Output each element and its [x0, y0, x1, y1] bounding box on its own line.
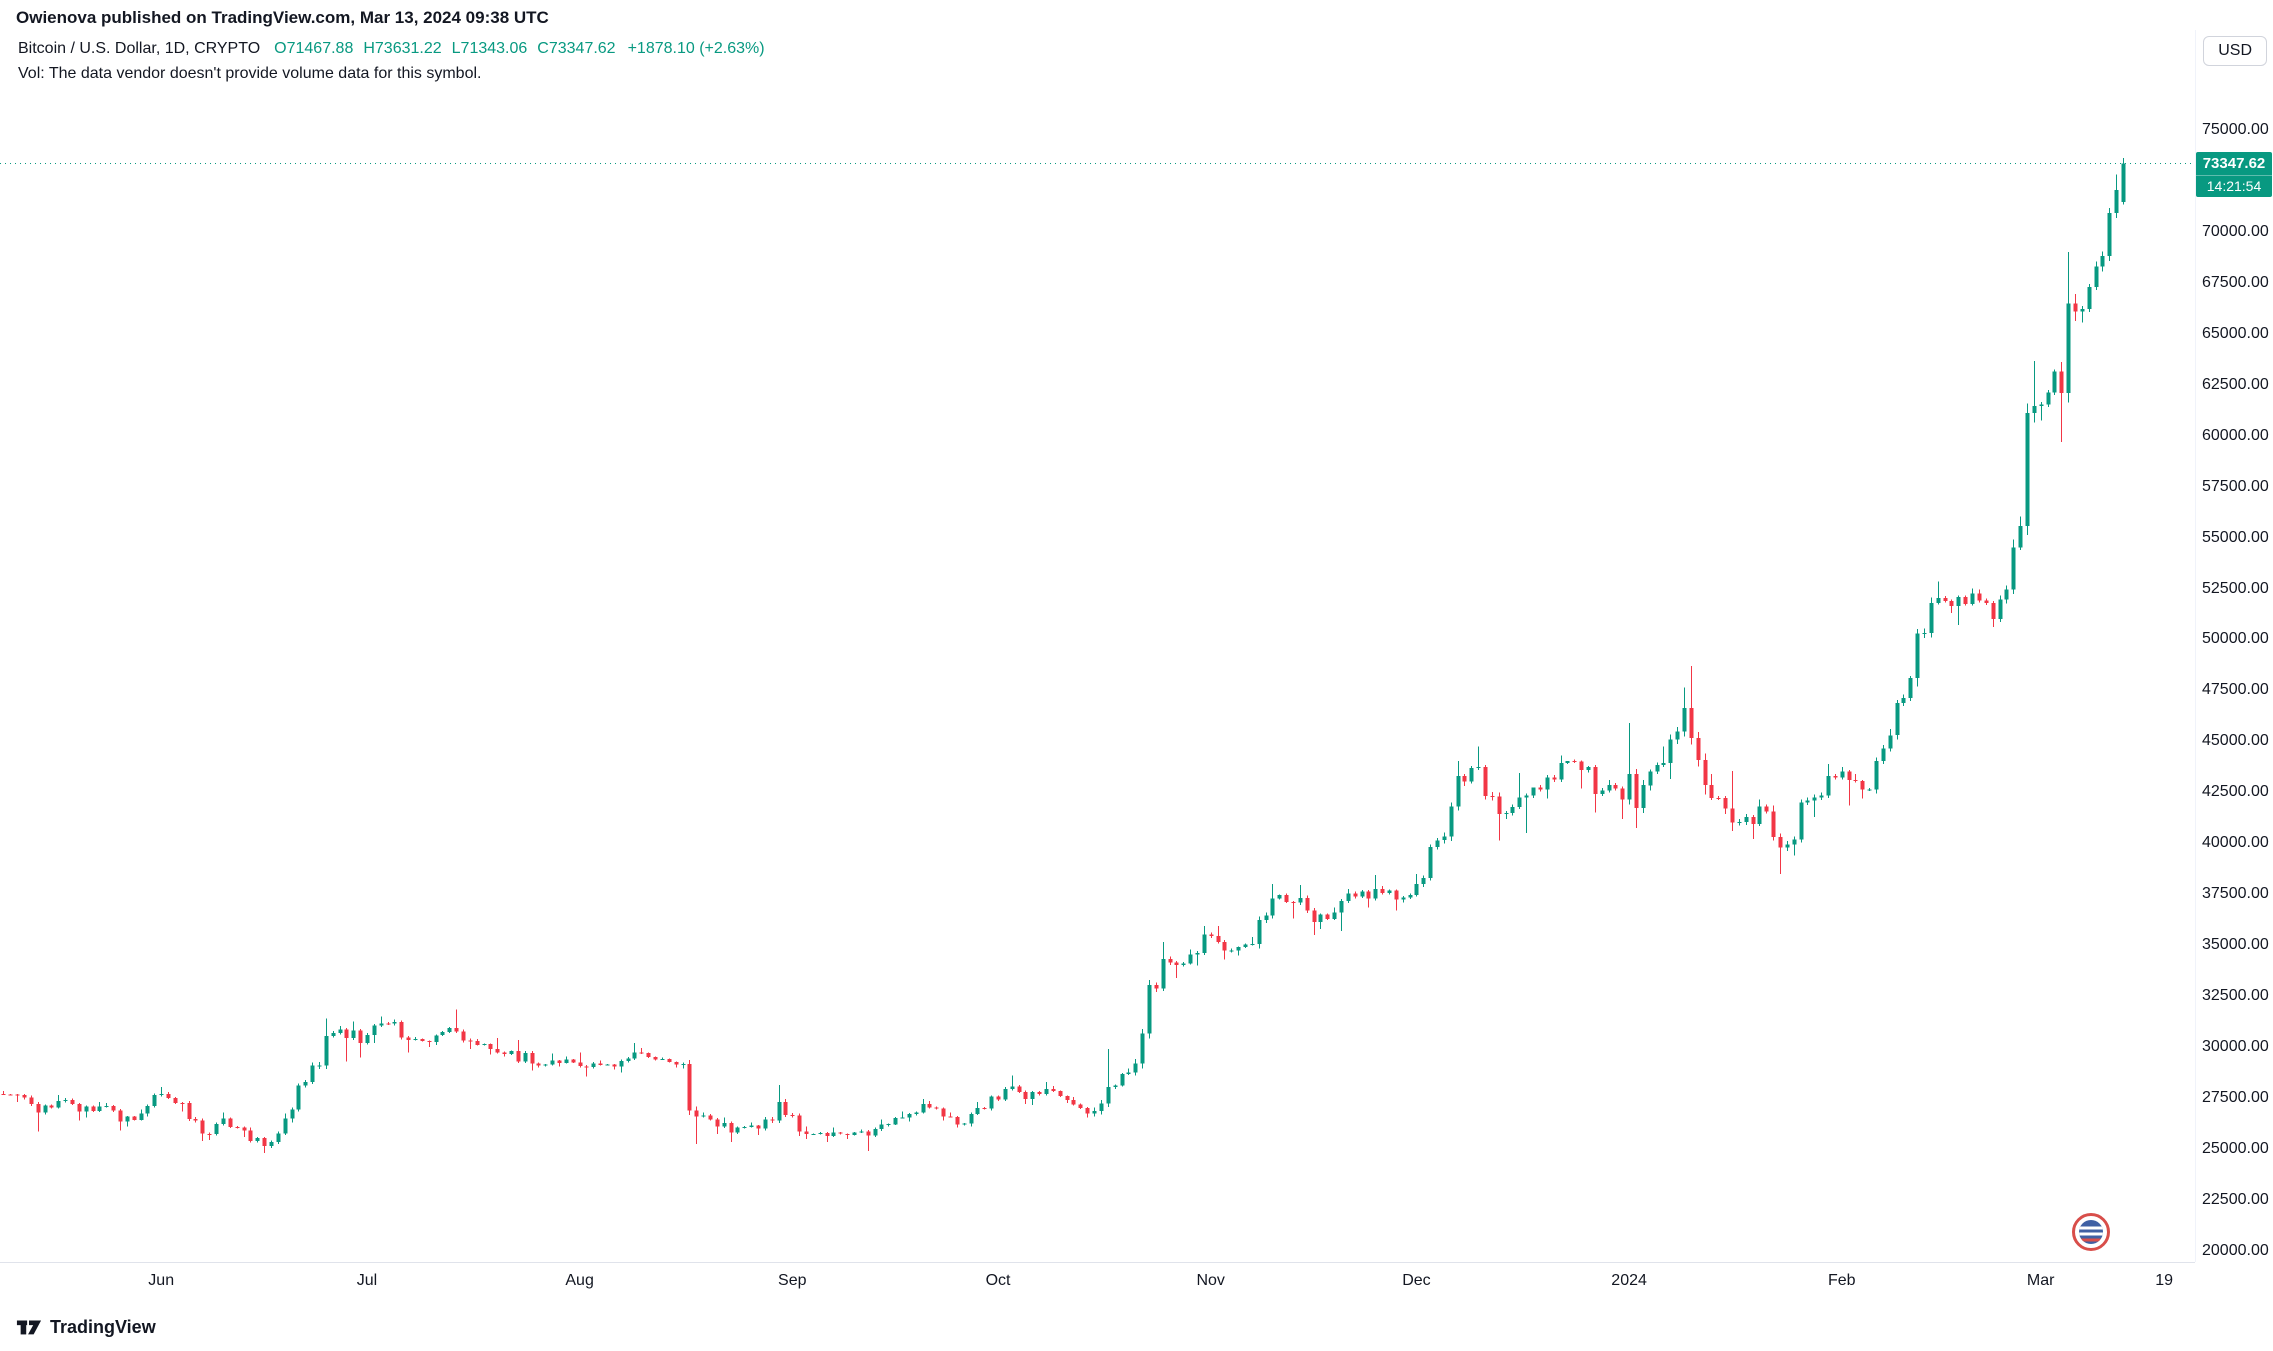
price-axis-label: 70000.00: [2202, 222, 2269, 240]
price-axis-label: 62500.00: [2202, 375, 2269, 393]
price-axis-label: 52500.00: [2202, 579, 2269, 597]
price-axis-label: 22500.00: [2202, 1191, 2269, 1209]
volume-note: Vol: The data vendor doesn't provide vol…: [18, 65, 482, 82]
low-label: L: [451, 40, 461, 57]
last-price-value: 73347.62: [2202, 154, 2266, 172]
price-axis-label: 42500.00: [2202, 783, 2269, 801]
price-axis-label: 60000.00: [2202, 426, 2269, 444]
low-number: 71343.06: [460, 40, 528, 57]
high-number: 73631.22: [374, 40, 442, 57]
open-label: O: [274, 40, 287, 57]
price-axis-label: 45000.00: [2202, 732, 2269, 750]
candlestick-plot[interactable]: Bitcoin / U.S. Dollar, 1D, CRYPTO O71467…: [0, 30, 2195, 1262]
currency-toggle-button[interactable]: USD: [2203, 36, 2267, 66]
close-label: C: [537, 40, 549, 57]
price-axis-label: 25000.00: [2202, 1140, 2269, 1158]
time-axis-label: Dec: [1402, 1272, 1431, 1289]
symbol-title[interactable]: Bitcoin / U.S. Dollar, 1D, CRYPTO: [18, 40, 261, 57]
price-axis-label: 40000.00: [2202, 834, 2269, 852]
price-axis-label: 55000.00: [2202, 528, 2269, 546]
high-label: H: [363, 40, 375, 57]
usd-flag-icon: [2071, 1212, 2111, 1252]
chart-widget: Bitcoin / U.S. Dollar, 1D, CRYPTO O71467…: [0, 30, 2273, 1296]
high-value: H73631.22: [363, 40, 441, 58]
price-axis-label: 75000.00: [2202, 120, 2269, 138]
time-axis-label: Sep: [778, 1272, 807, 1289]
price-axis-label: 32500.00: [2202, 987, 2269, 1005]
change-value: +1878.10 (+2.63%): [627, 40, 765, 57]
attribution-text: Owienova published on TradingView.com, M…: [16, 8, 549, 27]
price-axis-label: 35000.00: [2202, 936, 2269, 954]
tradingview-wordmark: TradingView: [50, 1316, 156, 1337]
low-value: L71343.06: [452, 40, 528, 58]
time-axis[interactable]: Jun Jul Aug Sep Oct Nov Dec 2024 Feb Mar 19: [0, 1262, 2195, 1296]
bar-countdown-timer: 14:21:54: [2196, 174, 2272, 197]
price-axis-label: 47500.00: [2202, 681, 2269, 699]
time-axis-label: Feb: [1827, 1272, 1856, 1289]
price-axis-label: 20000.00: [2202, 1241, 2269, 1259]
chart-legend: Bitcoin / U.S. Dollar, 1D, CRYPTO O71467…: [18, 40, 765, 83]
price-axis[interactable]: USD 73347.62 14:21:54 20000.00 22500.00 25…: [2195, 30, 2273, 1262]
price-axis-label: 67500.00: [2202, 273, 2269, 291]
time-axis-label: Nov: [1196, 1272, 1225, 1289]
close-number: 73347.62: [548, 40, 616, 57]
candles-svg: [0, 157, 2195, 1154]
price-axis-label: 30000.00: [2202, 1038, 2269, 1056]
time-axis-label: Aug: [565, 1272, 594, 1289]
tradingview-logo[interactable]: TradingView: [16, 1315, 156, 1339]
price-axis-label: 37500.00: [2202, 885, 2269, 903]
time-axis-label: Mar: [2026, 1272, 2055, 1289]
price-axis-label: 57500.00: [2202, 477, 2269, 495]
price-axis-label: 50000.00: [2202, 630, 2269, 648]
time-axis-label: 2024: [1611, 1272, 1647, 1289]
time-axis-label: Jul: [356, 1272, 378, 1289]
price-axis-label: 27500.00: [2202, 1089, 2269, 1107]
tradingview-mark-icon: [16, 1320, 42, 1335]
time-axis-label: 19: [2155, 1272, 2174, 1289]
time-axis-label: Oct: [985, 1272, 1011, 1289]
legend-row-main: Bitcoin / U.S. Dollar, 1D, CRYPTO O71467…: [18, 40, 765, 58]
price-axis-label: 65000.00: [2202, 324, 2269, 342]
open-value: O71467.88: [274, 40, 353, 58]
open-number: 71467.88: [286, 40, 354, 57]
last-price-badge: 73347.62 14:21:54: [2196, 151, 2272, 197]
close-value: C73347.62: [537, 40, 615, 58]
time-axis-label: Jun: [148, 1272, 175, 1289]
